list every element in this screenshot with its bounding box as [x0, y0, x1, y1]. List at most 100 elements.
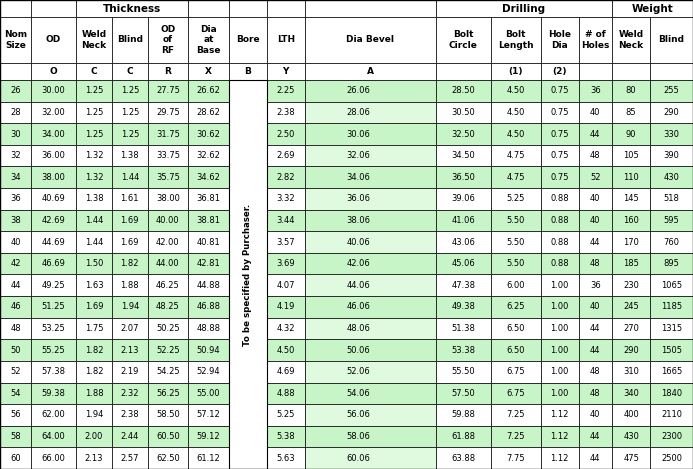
Bar: [229, 102, 267, 123]
Bar: [112, 123, 148, 145]
Bar: [541, 361, 579, 383]
Text: 475: 475: [623, 454, 639, 463]
Text: 29.75: 29.75: [156, 108, 179, 117]
Text: 330: 330: [664, 129, 680, 138]
Bar: [31, 17, 76, 63]
Bar: [436, 80, 491, 102]
Bar: [229, 383, 267, 404]
Text: 1185: 1185: [661, 303, 682, 311]
Bar: [305, 447, 436, 469]
Text: 35.75: 35.75: [156, 173, 179, 182]
Bar: [579, 296, 612, 318]
Text: 1.50: 1.50: [85, 259, 103, 268]
Bar: [229, 80, 267, 469]
Text: 58.50: 58.50: [156, 410, 179, 419]
Text: 32.00: 32.00: [42, 108, 65, 117]
Bar: [0, 63, 31, 80]
Text: # of
Holes: # of Holes: [581, 30, 610, 50]
Bar: [112, 253, 148, 274]
Text: 62.50: 62.50: [156, 454, 179, 463]
Bar: [541, 318, 579, 340]
Bar: [148, 361, 188, 383]
Bar: [76, 166, 112, 188]
Bar: [76, 17, 112, 63]
Bar: [76, 80, 112, 102]
Bar: [112, 447, 148, 469]
Text: 47.38: 47.38: [451, 281, 475, 290]
Bar: [436, 447, 491, 469]
Bar: [31, 0, 76, 17]
Bar: [541, 188, 579, 210]
Text: 54: 54: [10, 389, 21, 398]
Text: 48.06: 48.06: [346, 324, 370, 333]
Bar: [436, 17, 491, 63]
Text: 6.75: 6.75: [507, 389, 525, 398]
Bar: [305, 102, 436, 123]
Text: 4.88: 4.88: [277, 389, 295, 398]
Text: 1.00: 1.00: [550, 281, 569, 290]
Bar: [31, 188, 76, 210]
Bar: [0, 361, 31, 383]
Text: 6.50: 6.50: [507, 346, 525, 355]
Text: 26.06: 26.06: [346, 86, 370, 95]
Text: 48.25: 48.25: [156, 303, 179, 311]
Text: Weight: Weight: [631, 3, 674, 14]
Bar: [579, 0, 612, 17]
Text: 310: 310: [623, 367, 639, 376]
Text: 51.38: 51.38: [451, 324, 475, 333]
Text: 7.75: 7.75: [507, 454, 525, 463]
Bar: [31, 274, 76, 296]
Bar: [650, 404, 693, 426]
Bar: [305, 231, 436, 253]
Bar: [650, 274, 693, 296]
Text: 42.69: 42.69: [42, 216, 65, 225]
Text: 0.75: 0.75: [550, 129, 569, 138]
Text: 28.50: 28.50: [451, 86, 475, 95]
Bar: [305, 166, 436, 188]
Text: 245: 245: [623, 303, 639, 311]
Text: O: O: [50, 67, 58, 76]
Bar: [148, 404, 188, 426]
Bar: [541, 80, 579, 102]
Bar: [305, 253, 436, 274]
Bar: [305, 383, 436, 404]
Bar: [267, 296, 305, 318]
Text: 42.81: 42.81: [197, 259, 220, 268]
Text: 290: 290: [664, 108, 679, 117]
Bar: [148, 318, 188, 340]
Bar: [148, 210, 188, 231]
Text: 55.00: 55.00: [197, 389, 220, 398]
Bar: [436, 318, 491, 340]
Text: 1.12: 1.12: [550, 410, 569, 419]
Text: 4.50: 4.50: [507, 108, 525, 117]
Text: OD
of
RF: OD of RF: [160, 25, 175, 55]
Text: 44: 44: [590, 129, 601, 138]
Bar: [579, 188, 612, 210]
Text: 56.25: 56.25: [156, 389, 179, 398]
Bar: [76, 318, 112, 340]
Bar: [148, 274, 188, 296]
Text: 40: 40: [590, 303, 601, 311]
Bar: [579, 383, 612, 404]
Text: 28.06: 28.06: [346, 108, 370, 117]
Bar: [305, 274, 436, 296]
Bar: [267, 188, 305, 210]
Bar: [188, 17, 229, 63]
Bar: [76, 102, 112, 123]
Text: 85: 85: [626, 108, 636, 117]
Bar: [436, 210, 491, 231]
Bar: [541, 340, 579, 361]
Text: 0.75: 0.75: [550, 108, 569, 117]
Bar: [436, 274, 491, 296]
Bar: [579, 166, 612, 188]
Text: 46.25: 46.25: [156, 281, 179, 290]
Bar: [267, 274, 305, 296]
Text: 6.50: 6.50: [507, 324, 525, 333]
Text: 3.44: 3.44: [277, 216, 295, 225]
Text: 2.38: 2.38: [121, 410, 139, 419]
Text: 2.13: 2.13: [85, 454, 103, 463]
Text: 58.06: 58.06: [346, 432, 370, 441]
Bar: [0, 0, 31, 17]
Bar: [612, 123, 650, 145]
Bar: [31, 145, 76, 166]
